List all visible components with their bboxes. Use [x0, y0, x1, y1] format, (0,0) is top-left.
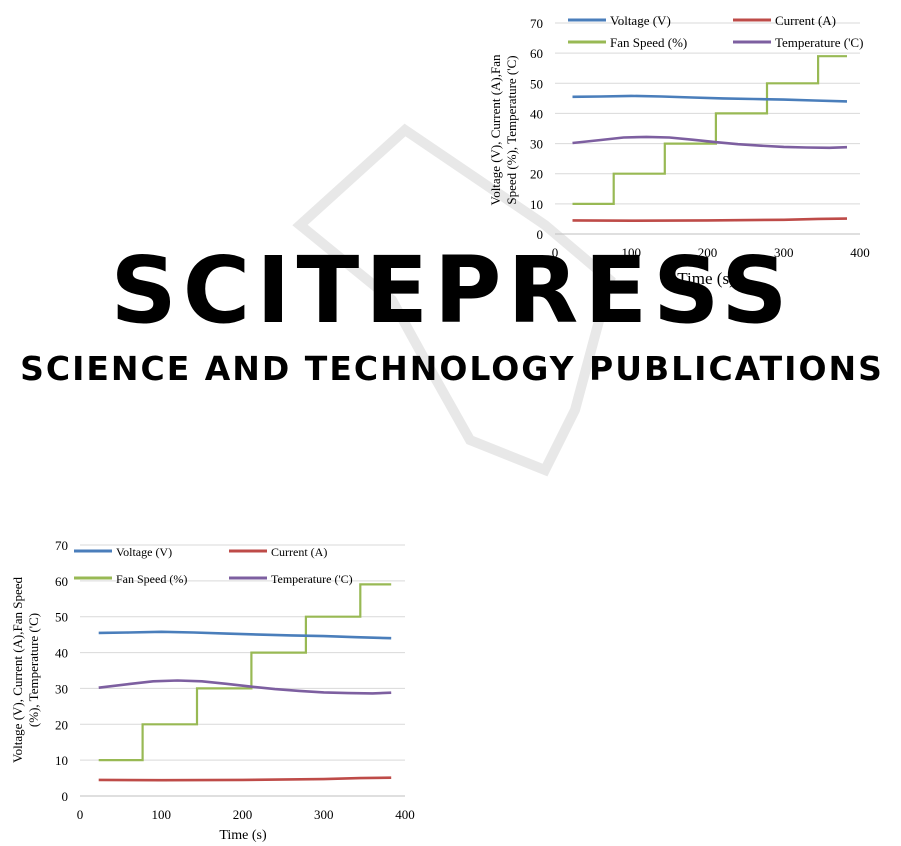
x-tick-label: 400 — [850, 245, 870, 260]
watermark-tagline: SCIENCE AND TECHNOLOGY PUBLICATIONS — [20, 349, 884, 388]
y-tick-label: 70 — [55, 538, 68, 553]
y-tick-label: 20 — [530, 167, 543, 182]
y-tick-label: 40 — [530, 106, 543, 121]
x-tick-label: 0 — [552, 245, 559, 260]
series-line-current — [572, 217, 848, 223]
x-tick-label: 300 — [314, 807, 334, 822]
y-tick-label: 30 — [55, 681, 68, 696]
y-tick-label: 70 — [530, 16, 543, 31]
y-tick-label: 60 — [55, 574, 68, 589]
series-line-temperature — [572, 135, 848, 150]
legend-label-fan-speed: Fan Speed (%) — [116, 572, 187, 586]
series-line-fan-speed — [98, 583, 392, 762]
y-tick-label: 0 — [62, 789, 69, 804]
series-lines — [98, 583, 392, 782]
legend-label-fan-speed: Fan Speed (%) — [610, 35, 687, 50]
y-tick-label: 60 — [530, 46, 543, 61]
tick-labels: 0 10 20 30 40 50 60 70 0 100 200 300 400 — [55, 538, 415, 822]
y-tick-label: 0 — [537, 227, 544, 242]
legend: Voltage (V) Current (A) Fan Speed (%) Tempe… — [74, 545, 353, 586]
x-tick-label: 100 — [622, 245, 642, 260]
y-tick-label: 40 — [55, 646, 68, 661]
x-tick-label: 0 — [77, 807, 84, 822]
x-tick-label: 100 — [152, 807, 172, 822]
watermark-brand: SCITEPRESS — [110, 237, 793, 344]
y-axis-label: Voltage (V), Current (A),Fan Speed (%), … — [10, 576, 41, 763]
series-line-current — [98, 776, 392, 782]
series-line-voltage — [572, 94, 848, 103]
x-tick-label: 200 — [698, 245, 718, 260]
y-axis-label: Voltage (V), Current (A),Fan Speed (%), … — [488, 54, 519, 206]
series-lines — [572, 55, 848, 223]
legend-label-current: Current (A) — [271, 545, 327, 559]
series-line-voltage — [98, 630, 392, 640]
y-tick-label: 50 — [55, 610, 68, 625]
legend-label-temperature: Temperature ('C) — [271, 572, 353, 586]
y-axis-label-line-2: (%), Temperature ('C) — [26, 613, 41, 727]
series-line-temperature — [98, 679, 392, 695]
y-axis-label-line-1: Voltage (V), Current (A),Fan Speed — [10, 576, 25, 763]
y-tick-label: 50 — [530, 76, 543, 91]
x-axis-label: Time (s) — [219, 828, 267, 843]
legend-label-voltage: Voltage (V) — [116, 545, 172, 559]
y-tick-label: 10 — [530, 197, 543, 212]
y-tick-label: 20 — [55, 717, 68, 732]
legend-label-voltage: Voltage (V) — [610, 13, 671, 28]
legend-label-temperature: Temperature ('C) — [775, 35, 863, 50]
x-tick-label: 400 — [395, 807, 415, 822]
x-tick-label: 200 — [233, 807, 253, 822]
y-axis-label-line-1: Voltage (V), Current (A),Fan — [488, 54, 503, 206]
y-tick-label: 30 — [530, 137, 543, 152]
y-tick-label: 10 — [55, 753, 68, 768]
x-axis-label: Time (s) — [677, 269, 734, 288]
x-tick-label: 300 — [774, 245, 794, 260]
series-line-fan-speed — [572, 55, 847, 205]
tick-labels: 0 10 20 30 40 50 60 70 0 100 200 300 400 — [530, 16, 870, 260]
y-axis-label-line-2: Speed (%), Temperature ('C) — [504, 55, 519, 204]
legend-label-current: Current (A) — [775, 13, 836, 28]
legend: Voltage (V) Current (A) Fan Speed (%) Tempe… — [568, 13, 863, 50]
watermark-logo-shape — [292, 123, 616, 477]
